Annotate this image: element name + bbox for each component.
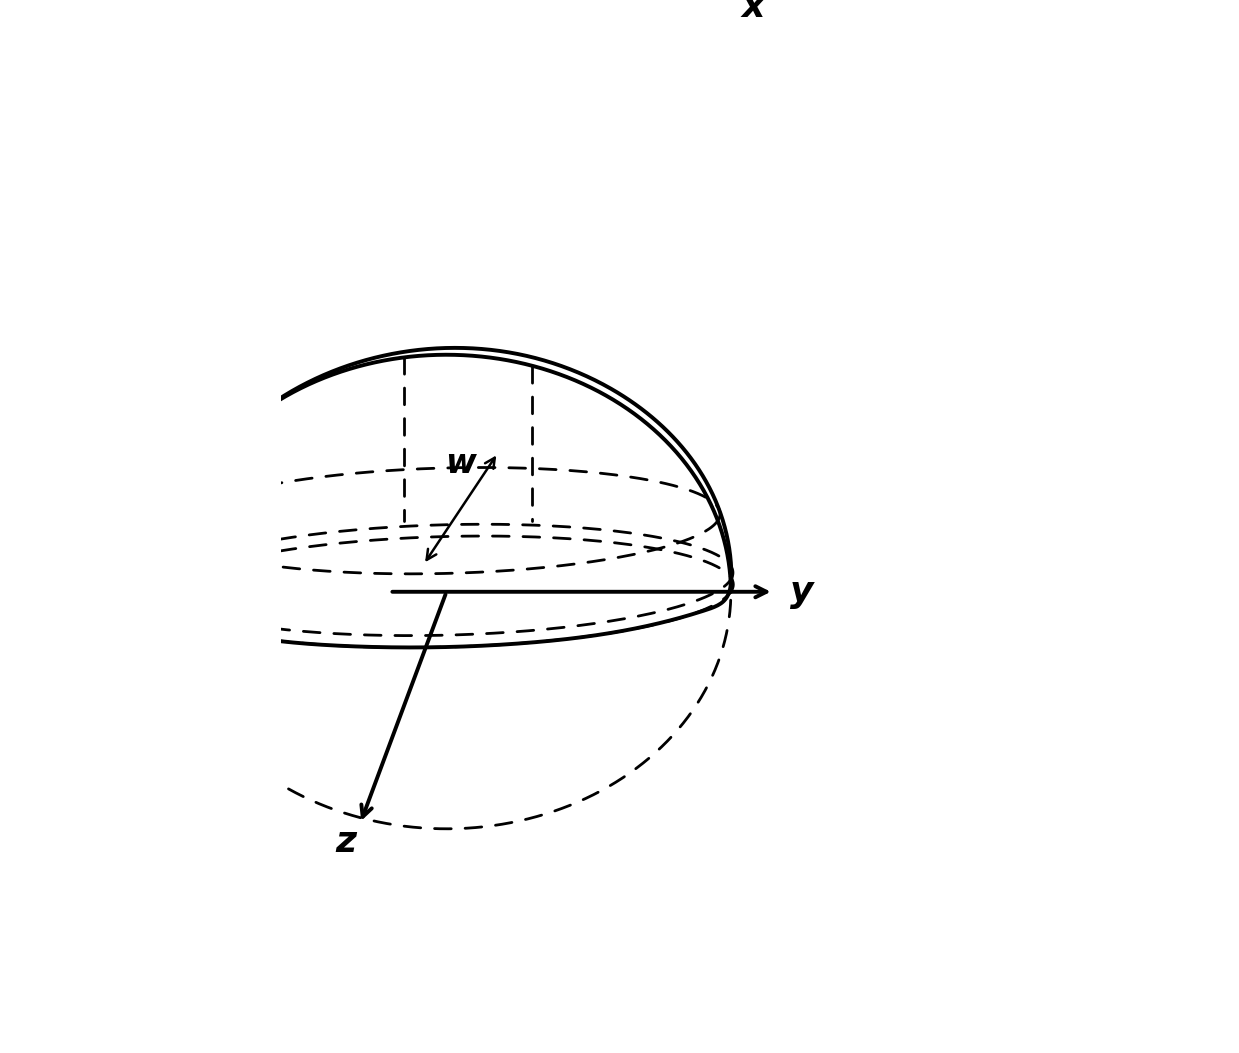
Text: w: w: [445, 448, 476, 480]
Text: y: y: [790, 575, 814, 609]
Text: x: x: [741, 0, 764, 24]
Text: z: z: [336, 826, 357, 859]
